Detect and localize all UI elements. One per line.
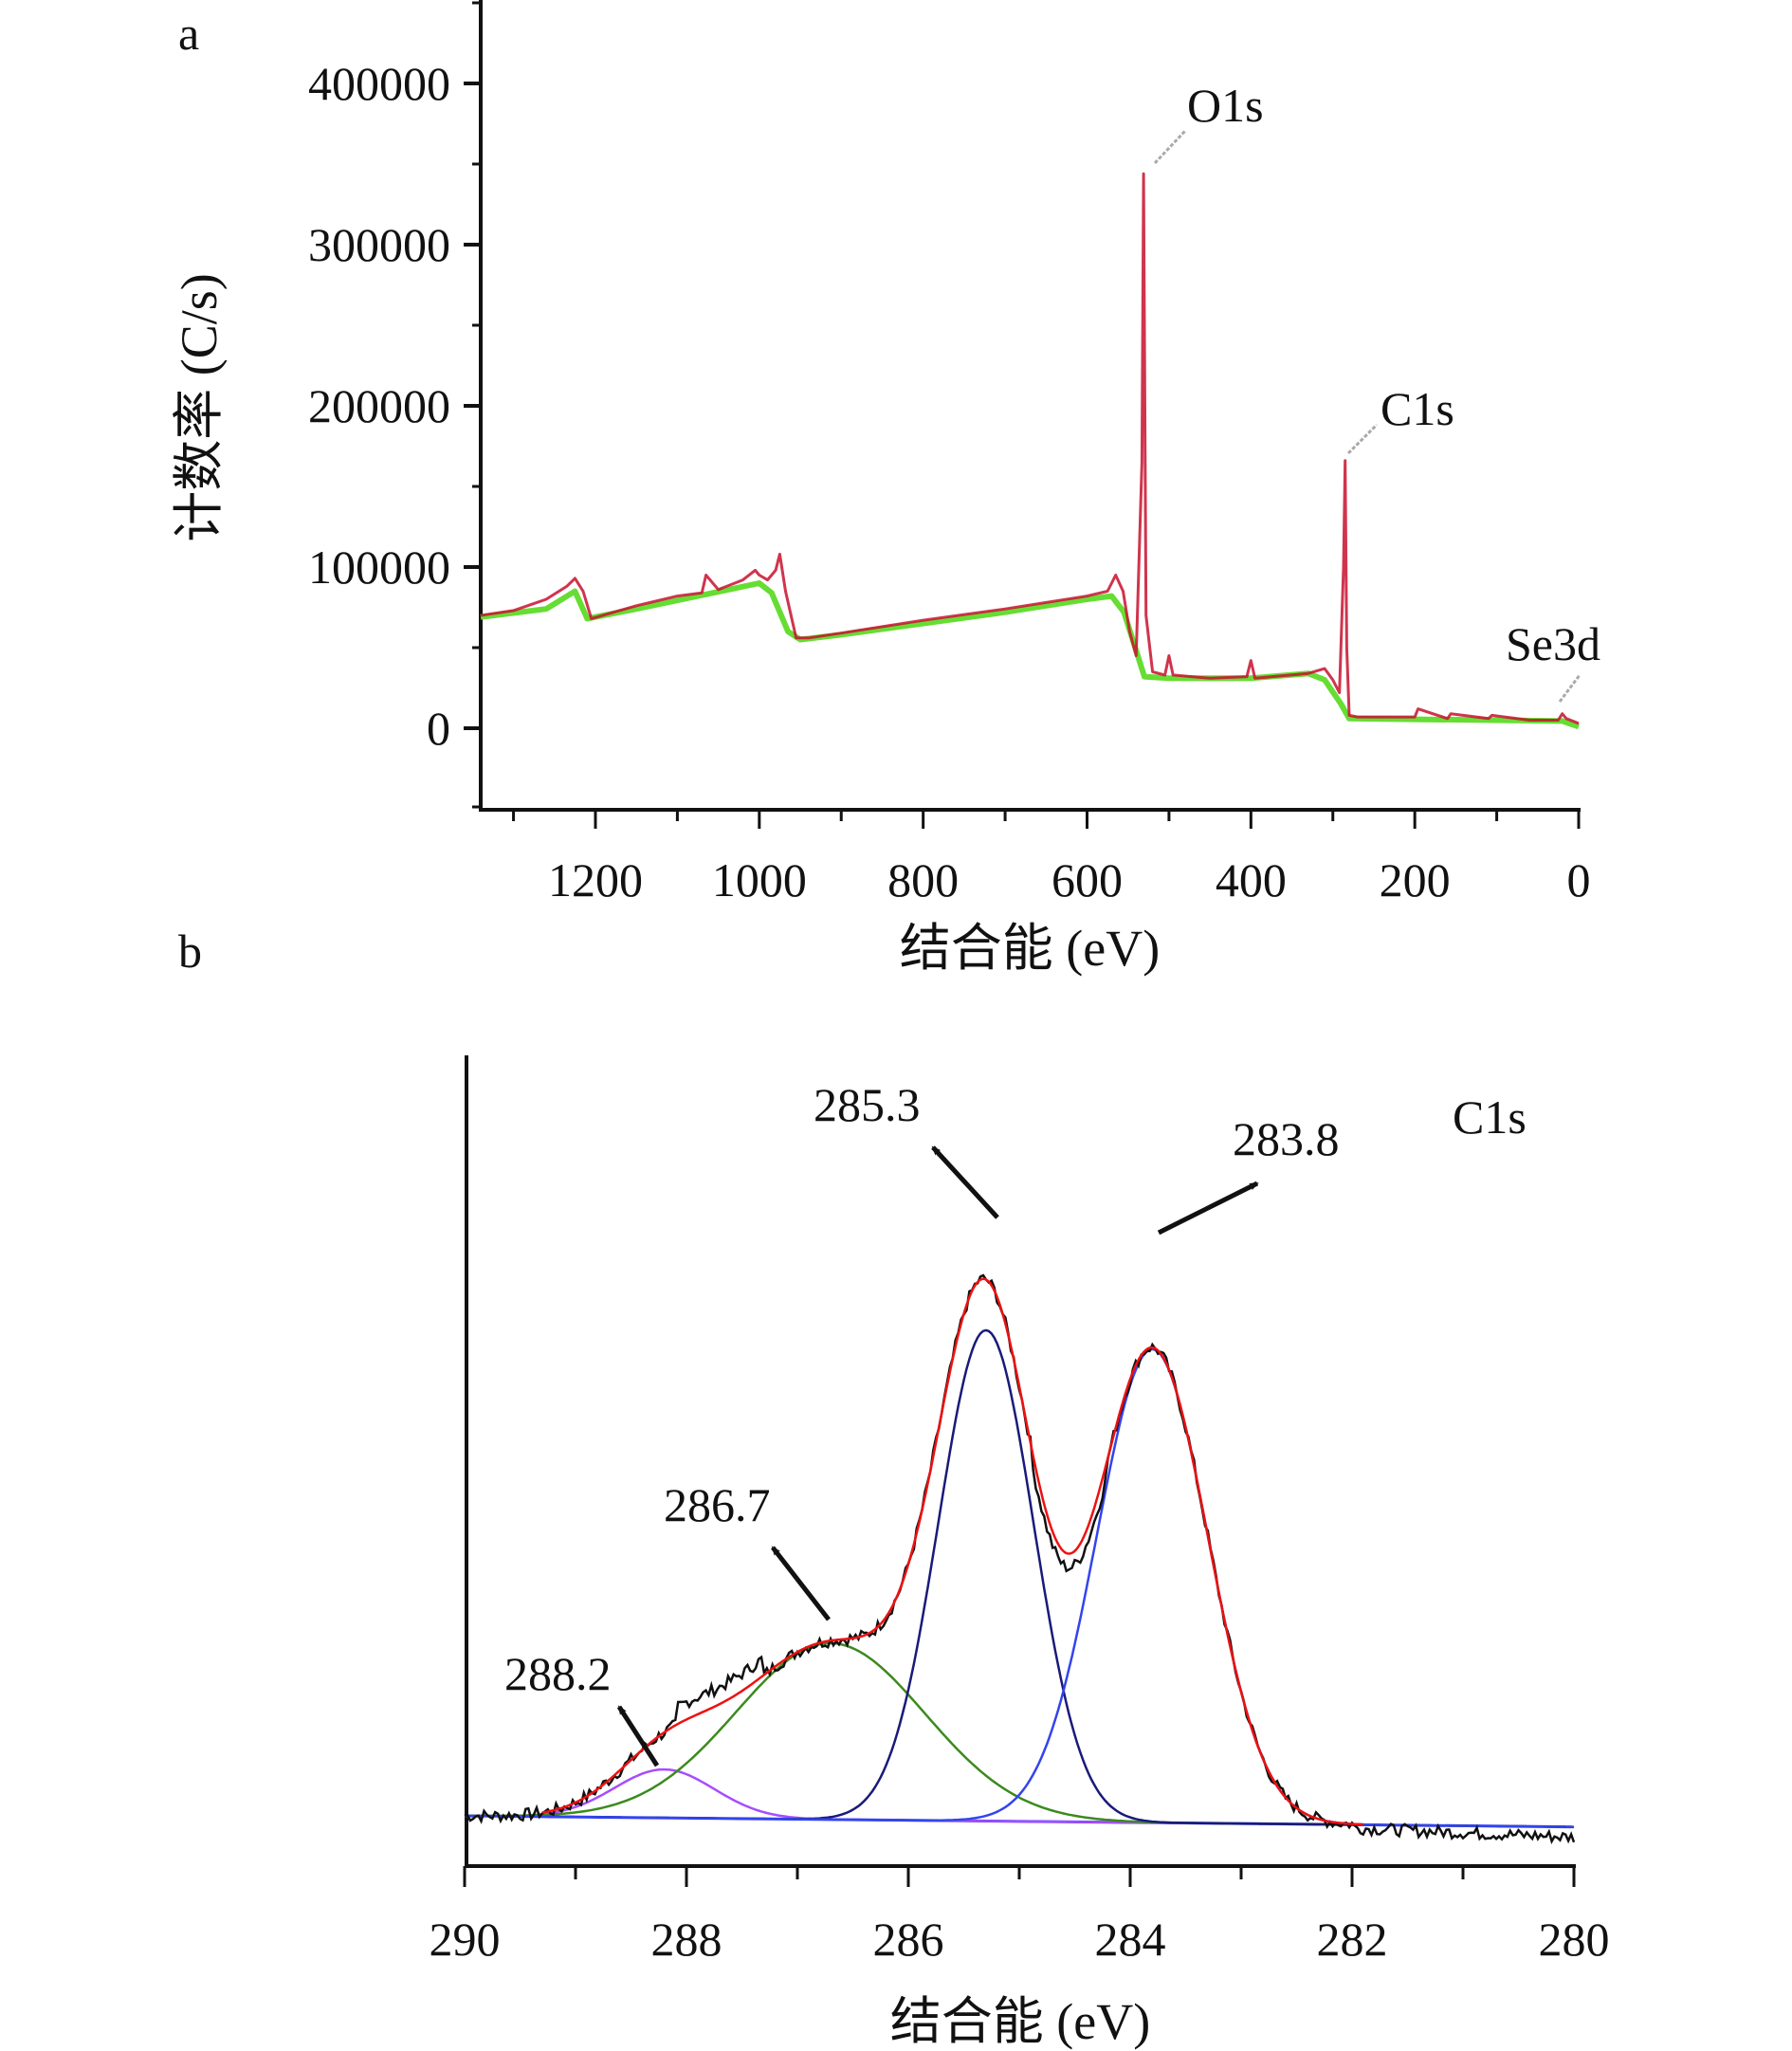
a-y-tick-label: 100000 [308,540,450,594]
a-y-tick-label: 400000 [308,57,450,110]
a-x-tick-label: 400 [1216,853,1287,906]
arrow-288-2 [616,1705,660,1767]
a-x-tick-label: 1200 [548,853,643,906]
b-series-group [464,1273,1576,1844]
peak-label-283-8: 283.8 [1233,1112,1340,1165]
se3d-leader-line [1558,674,1582,703]
a-series-group [480,172,1580,730]
b-raw-data-line [464,1273,1576,1844]
peak-label-288-2: 288.2 [504,1647,612,1700]
b-envelope-fit-line [541,1277,1363,1826]
c1s-annotation: C1s [1381,382,1454,435]
a-x-axis-ticks: 1200 1000 800 600 400 200 0 [512,810,1591,906]
a-y-axis-title: 计数率 (C/s) [171,273,228,542]
a-x-tick-label: 200 [1380,853,1451,906]
a-y-tick-label: 300000 [308,218,450,271]
a-background-line [480,580,1580,730]
se3d-annotation: Se3d [1506,617,1600,670]
a-y-tick-label: 0 [427,702,450,755]
b-x-axis-title: 结合能 (eV) [890,1993,1150,2050]
panel-label-b: b [178,925,202,978]
arrow-283-8 [1157,1181,1259,1236]
b-x-tick-label: 288 [651,1913,722,1966]
peak-label-286-7: 286.7 [664,1478,771,1531]
o1s-leader-line [1153,129,1187,165]
panel-label-a: a [178,7,199,60]
a-x-axis-title: 结合能 (eV) [900,920,1160,977]
arrow-285-3 [931,1145,999,1219]
b-c1s-title: C1s [1453,1090,1527,1144]
o1s-annotation: O1s [1187,79,1264,132]
c1s-leader-line [1346,423,1379,455]
b-x-axis-ticks: 290 288 286 284 282 280 [430,1866,1610,1966]
a-x-tick-label: 1000 [712,853,807,906]
b-x-tick-label: 282 [1317,1913,1388,1966]
a-x-tick-label: 800 [887,853,959,906]
peak-label-285-3-text: 285.3 [814,1078,921,1131]
a-y-tick-label: 200000 [308,379,450,432]
arrow-286-7 [771,1546,831,1621]
b-x-tick-label: 286 [873,1913,944,1966]
b-x-tick-label: 290 [430,1913,501,1966]
a-x-tick-label: 0 [1567,853,1591,906]
b-component-286-7 [465,1641,1575,1828]
a-y-axis-ticks: 0 100000 200000 300000 400000 [308,1,481,809]
a-spectrum-line [480,172,1580,725]
b-x-tick-label: 280 [1539,1913,1610,1966]
a-x-tick-label: 600 [1051,853,1123,906]
panel-a-survey-chart: a 0 100000 200000 300000 400000 1200 1000 800 6… [171,0,1600,977]
b-x-tick-label: 284 [1095,1913,1166,1966]
